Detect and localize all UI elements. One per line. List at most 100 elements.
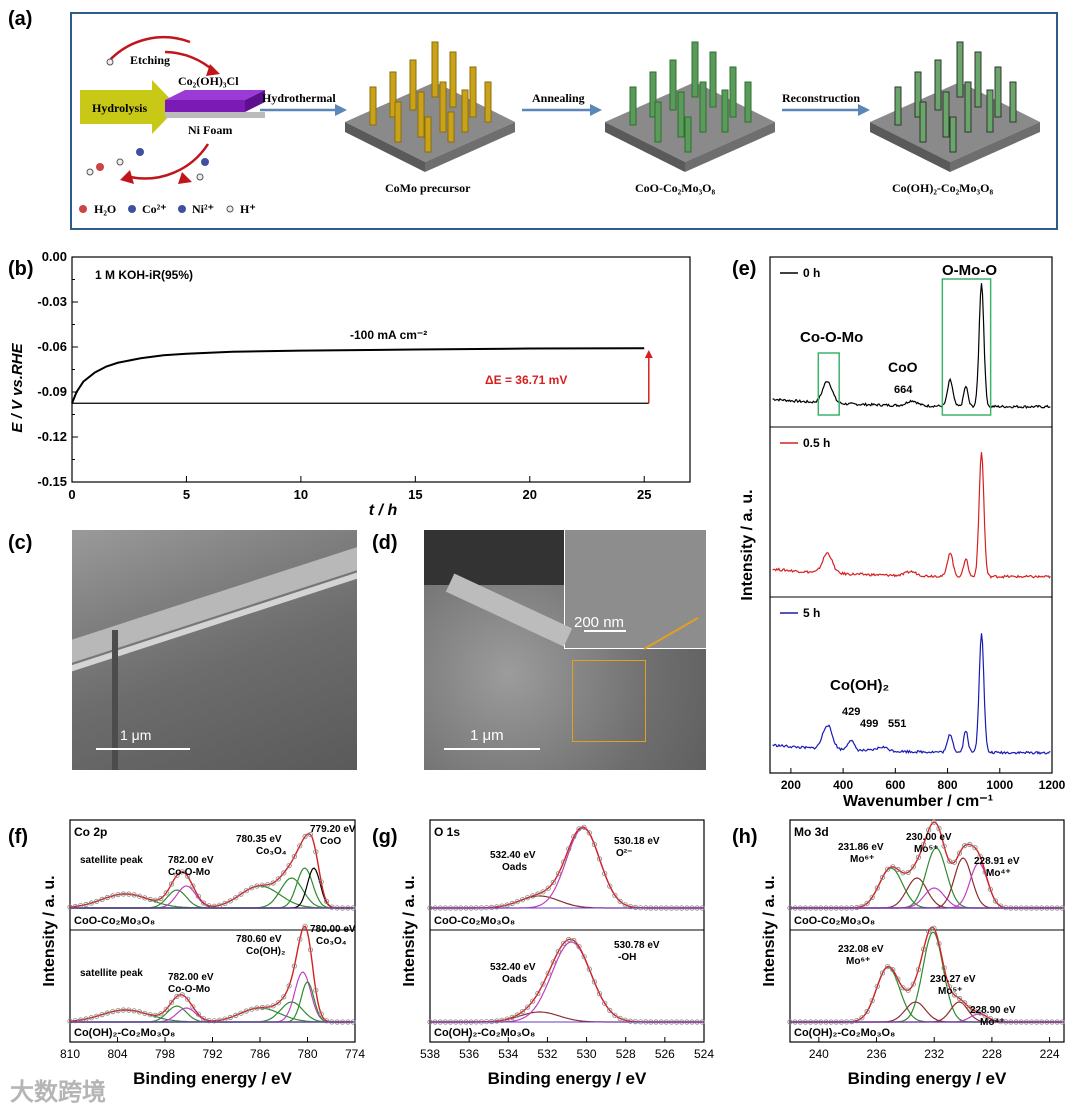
xps-data-point — [291, 853, 297, 860]
xps-data-point — [910, 864, 916, 870]
chart-b-annotation: 1 M KOH-iR(95%) — [95, 268, 193, 282]
xps-data-point — [83, 901, 89, 908]
xps-data-point — [530, 893, 536, 899]
xps-data-point — [581, 824, 587, 830]
xps-data-point — [318, 879, 324, 885]
xps-data-point — [915, 854, 921, 861]
xps-data-point — [190, 1004, 196, 1010]
xps-data-point — [243, 1008, 249, 1014]
xps-data-point — [286, 983, 292, 989]
xps-peak-label: Co-O-Mo — [168, 984, 210, 995]
panel-f-label: (f) — [8, 826, 28, 848]
xps-data-point — [99, 1012, 105, 1018]
legend-h2o: H₂O — [94, 202, 116, 216]
sem-d-inset-scale: 200 nm — [574, 614, 625, 631]
e-cooh2: Co(OH)₂ — [830, 677, 889, 694]
xps-peak-label: 532.40 eV — [490, 850, 536, 861]
xps-peak-label: Co₃O₄ — [316, 936, 347, 947]
xps-data-point — [586, 966, 592, 972]
xps-data-point — [869, 894, 875, 900]
chart-b-xtick-label: 25 — [637, 487, 651, 502]
xps-xtick-label: 774 — [345, 1047, 365, 1061]
xps-data-point — [905, 987, 911, 993]
xps-data-point — [581, 954, 587, 960]
xps-component-bottom — [70, 1007, 354, 1023]
sem-d-scale: 1 μm — [470, 727, 504, 744]
xps-data-point — [622, 902, 628, 908]
xps-data-point — [576, 944, 582, 950]
xps-data-point — [110, 1009, 116, 1015]
xps-xtick-label: 532 — [537, 1047, 557, 1061]
xps-data-point — [987, 1016, 993, 1022]
xps-data-point — [94, 898, 100, 904]
panel-e-label: (e) — [732, 258, 757, 280]
panel-h-label: (h) — [732, 826, 758, 848]
xps-xtick-label: 524 — [694, 1047, 714, 1061]
xps-data-point — [88, 1015, 95, 1021]
xps-data-point — [982, 869, 988, 875]
chart-e-legend-label: 0.5 h — [803, 436, 830, 450]
xps-component-top — [70, 867, 354, 909]
chart-e: Intensity / a. u. Wavenumber / cm⁻¹ Co-O… — [739, 256, 1066, 810]
chart-b-ytick-label: -0.09 — [37, 384, 67, 399]
xps-peak-label: Mo⁶⁺ — [850, 854, 874, 865]
xps-data-point — [885, 964, 891, 970]
chart-b-xtick-label: 0 — [68, 487, 75, 502]
xps-data-point — [879, 874, 886, 881]
xps-component-bottom — [790, 931, 1063, 1023]
xps-envelope-bottom — [790, 926, 1063, 1023]
xps-data-point — [514, 1012, 520, 1018]
xps-data-point — [259, 882, 265, 888]
xps-data-point — [110, 893, 116, 899]
xps-peak-label: 780.60 eV — [236, 934, 282, 945]
xps-data-point — [494, 904, 500, 910]
xps-sample-bottom: Co(OH)₂-Co₂Mo₃O₈ — [794, 1027, 895, 1039]
chart-b-current: -100 mA cm⁻² — [350, 328, 427, 342]
xps-data-point — [946, 858, 952, 864]
xps-ylabel: Intensity / a. u. — [41, 875, 58, 986]
xps-data-point — [163, 1006, 169, 1012]
xps-component-top — [70, 885, 354, 909]
xps-xlabel: Binding energy / eV — [133, 1069, 292, 1088]
panel-a-label: (a) — [8, 8, 33, 30]
xps-data-point — [509, 1014, 515, 1020]
xps-xlabel: Binding energy / eV — [488, 1069, 647, 1088]
xps-component-bottom — [790, 966, 1063, 1023]
xps-peak-label: Mo⁵⁺ — [914, 844, 938, 855]
xps-envelope-top — [430, 826, 704, 909]
xps-data-point — [977, 1010, 983, 1016]
xps-data-point — [566, 846, 572, 852]
xps-xlabel: Binding energy / eV — [848, 1069, 1007, 1088]
xps-data-point — [249, 885, 255, 891]
ni-foam-label: Ni Foam — [188, 123, 232, 137]
xps-data-point — [72, 903, 78, 910]
xps-component-top — [790, 847, 1063, 909]
chart-b-ytick-label: -0.03 — [37, 294, 67, 309]
xps-xtick-label: 240 — [809, 1047, 829, 1061]
e-551: 551 — [888, 718, 906, 730]
xps-data-point — [956, 850, 963, 856]
xps-peak-label: 780.35 eV — [236, 834, 282, 845]
xps-data-point — [941, 965, 947, 971]
xps-data-point — [591, 841, 597, 848]
xps-data-point — [617, 898, 623, 904]
xps-peak-label: Co-O-Mo — [168, 867, 210, 878]
chart-b-xlabel: t / h — [369, 502, 398, 519]
xps-data-point — [576, 826, 582, 832]
xps-peak-label: Mo⁵⁺ — [938, 986, 962, 997]
xps-data-point — [254, 883, 260, 889]
xps-data-point — [201, 1016, 207, 1022]
xps-data-point — [67, 904, 73, 910]
xps-data-point — [152, 897, 159, 903]
xps-data-point — [864, 1008, 870, 1015]
xps-data-point — [243, 888, 249, 894]
xps-data-point — [489, 904, 495, 911]
xps-data-point — [519, 897, 526, 903]
xps-data-point — [174, 872, 180, 878]
xps-data-point — [602, 870, 608, 877]
xps-component-bottom — [70, 981, 354, 1023]
xps-peak-label: 530.18 eV — [614, 836, 660, 847]
xps-data-point — [561, 940, 567, 946]
xps-data-point — [566, 936, 572, 942]
xps-data-point — [195, 1011, 201, 1017]
